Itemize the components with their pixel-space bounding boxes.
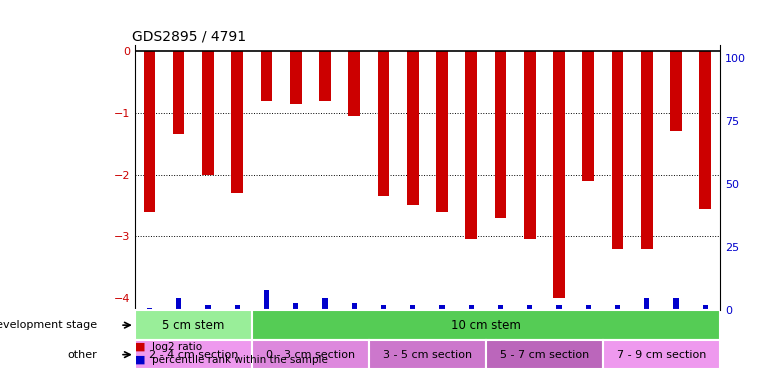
Bar (172, 51, 185, 135)
Bar (486, 340, 603, 369)
Bar (641, 51, 653, 249)
Text: GDS2895 / 4791: GDS2895 / 4791 (132, 30, 246, 44)
Bar (615, 305, 620, 310)
Bar (135, 310, 252, 340)
Bar (202, 51, 214, 175)
Bar (206, 305, 210, 310)
Bar (176, 298, 181, 310)
Text: 5 cm stem: 5 cm stem (162, 319, 225, 332)
Bar (369, 340, 486, 369)
Bar (469, 305, 474, 310)
Bar (586, 305, 591, 310)
Bar (553, 51, 565, 298)
Bar (352, 303, 357, 310)
Bar (699, 51, 711, 209)
Text: other: other (67, 350, 97, 360)
Bar (143, 51, 156, 211)
Bar (231, 51, 243, 193)
Bar (582, 51, 594, 181)
Bar (410, 305, 415, 310)
Bar (436, 51, 448, 211)
Text: 5 - 7 cm section: 5 - 7 cm section (500, 350, 589, 360)
Bar (381, 305, 386, 310)
Bar (674, 298, 678, 310)
Text: 3 - 5 cm section: 3 - 5 cm section (383, 350, 472, 360)
Bar (407, 51, 419, 206)
Text: ■: ■ (135, 342, 146, 352)
Bar (135, 340, 252, 369)
Bar (319, 51, 331, 100)
Bar (147, 308, 152, 310)
Text: 0 - 3 cm section: 0 - 3 cm section (266, 350, 355, 360)
Bar (524, 51, 536, 239)
Text: 7 - 9 cm section: 7 - 9 cm section (617, 350, 706, 360)
Bar (348, 51, 360, 116)
Bar (557, 305, 561, 310)
Bar (290, 51, 302, 104)
Bar (527, 305, 532, 310)
Bar (494, 51, 507, 218)
Bar (264, 290, 269, 310)
Bar (252, 310, 720, 340)
Bar (323, 298, 327, 310)
Bar (260, 51, 273, 100)
Bar (703, 305, 708, 310)
Text: development stage: development stage (0, 320, 97, 330)
Bar (603, 340, 720, 369)
Text: 2 - 4 cm section: 2 - 4 cm section (149, 350, 238, 360)
Bar (670, 51, 682, 131)
Bar (440, 305, 444, 310)
Bar (498, 305, 503, 310)
Text: log2 ratio: log2 ratio (152, 342, 202, 352)
Bar (293, 303, 298, 310)
Bar (465, 51, 477, 239)
Bar (252, 340, 369, 369)
Bar (377, 51, 390, 196)
Text: ■: ■ (135, 355, 146, 365)
Bar (644, 298, 649, 310)
Bar (611, 51, 624, 249)
Bar (235, 305, 239, 310)
Text: 10 cm stem: 10 cm stem (451, 319, 521, 332)
Text: percentile rank within the sample: percentile rank within the sample (152, 355, 327, 365)
